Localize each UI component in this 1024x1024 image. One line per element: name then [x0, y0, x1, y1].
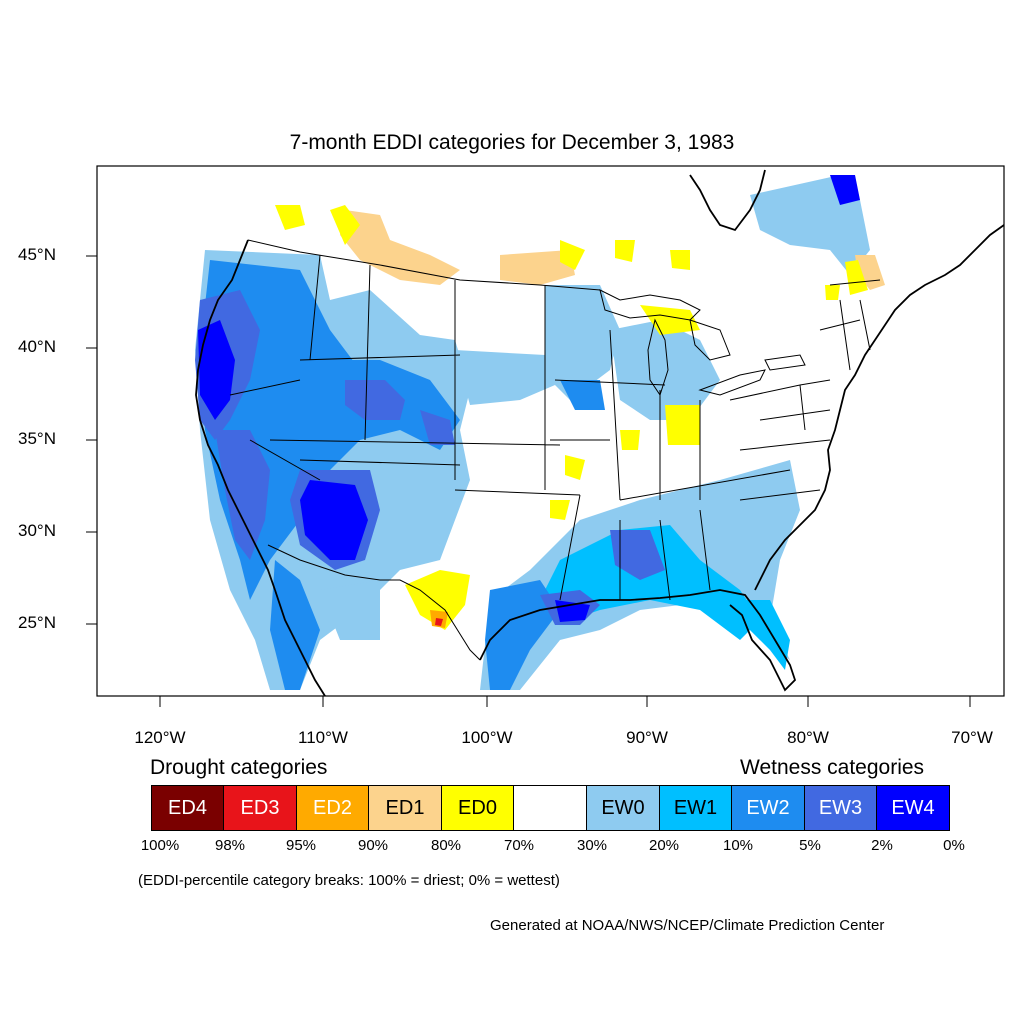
ed0-ontario2 — [615, 240, 635, 262]
legend-ed3: ED3 — [223, 785, 297, 831]
break-80: 80% — [430, 837, 462, 854]
great-lake-erie — [698, 369, 766, 396]
ed0-indiana — [665, 405, 700, 445]
category-fills — [195, 175, 885, 690]
legend-ew0: EW0 — [586, 785, 660, 831]
break-90: 90% — [357, 837, 389, 854]
ed0-bc — [275, 205, 305, 230]
lat-label-40: 40°N — [18, 337, 56, 356]
legend-ew1: EW1 — [659, 785, 732, 831]
ew1-baja — [270, 560, 320, 690]
lat-label-45: 45°N — [18, 245, 56, 264]
break-20: 20% — [648, 837, 680, 854]
lon-label-120: 120°W — [134, 728, 186, 747]
credit-line: Generated at NOAA/NWS/NCEP/Climate Predi… — [490, 917, 885, 934]
wetness-heading: Wetness categories — [740, 756, 925, 779]
great-lake-ontario — [764, 354, 806, 371]
break-5: 5% — [799, 837, 821, 854]
break-100: 100% — [140, 837, 180, 854]
pacific-coastline — [195, 239, 276, 591]
ew4-arizona — [300, 480, 368, 560]
percentile-note: (EDDI-percentile category breaks: 100% =… — [138, 872, 560, 889]
ew3-california — [215, 430, 270, 560]
ed1-alberta — [340, 210, 460, 285]
borders — [229, 239, 881, 661]
coastlines — [195, 169, 1004, 696]
ed0-oklahoma — [565, 455, 585, 480]
gulf-coastline — [479, 589, 797, 692]
break-98: 98% — [214, 837, 246, 854]
canada-us-border — [247, 239, 601, 291]
hudson-bay — [689, 169, 766, 232]
ed0-texas-central — [550, 500, 570, 520]
ew3-colorado — [345, 380, 405, 420]
break-10: 10% — [722, 837, 754, 854]
ed1-manitoba — [500, 250, 575, 285]
baja-coastline — [274, 589, 326, 696]
ew3-kansas — [420, 410, 455, 445]
break-95: 95% — [285, 837, 317, 854]
ew0-ohio-valley — [610, 320, 720, 420]
ew0-minnesota — [545, 285, 620, 400]
axis-ticks — [86, 255, 971, 707]
legend-normal — [513, 785, 587, 831]
break-30: 30% — [576, 837, 608, 854]
great-lake-huron — [689, 319, 731, 361]
state-lines-east — [729, 279, 881, 451]
ed1-maine — [855, 255, 885, 290]
lon-label-110: 110°W — [298, 728, 348, 747]
lon-label-100: 100°W — [461, 728, 513, 747]
ed3-chihuahua — [435, 618, 443, 626]
ew1-florida — [740, 600, 790, 670]
lat-label-35: 35°N — [18, 429, 56, 448]
ed0-maine — [845, 260, 868, 295]
ew3-mississippi — [610, 530, 665, 580]
ed0-manitoba — [560, 240, 585, 270]
ed0-appalachia — [620, 430, 640, 450]
ed0-ontario — [670, 250, 690, 270]
atlantic-coastline — [754, 224, 1004, 591]
map-frame — [96, 165, 1005, 697]
ed0-new-england — [825, 285, 840, 300]
great-lake-superior — [599, 289, 701, 321]
ed0-great-lakes — [640, 305, 700, 335]
legend-ed4: ED4 — [151, 785, 224, 831]
lon-label-80: 80°W — [787, 728, 829, 747]
lon-label-90: 90°W — [626, 728, 668, 747]
break-70: 70% — [503, 837, 535, 854]
legend-ed0: ED0 — [441, 785, 514, 831]
state-lines-west — [229, 254, 821, 601]
ew4-oregon-coast — [198, 320, 235, 420]
legend-ed2: ED2 — [296, 785, 369, 831]
legend-ed1: ED1 — [368, 785, 442, 831]
map-title: 7-month EDDI categories for December 3, … — [289, 131, 735, 154]
us-mexico-border — [267, 544, 481, 661]
ew1-texas-coast — [485, 580, 560, 690]
legend-ew2: EW2 — [731, 785, 805, 831]
lat-label-25: 25°N — [18, 613, 56, 632]
ew1-gulf — [540, 525, 760, 640]
legend-ew4: EW4 — [876, 785, 950, 831]
ew0-northcentral — [455, 350, 555, 405]
break-2: 2% — [871, 837, 893, 854]
legend-ew3: EW3 — [804, 785, 877, 831]
lat-label-30: 30°N — [18, 521, 56, 540]
ew1-midwest — [560, 380, 605, 410]
ew4-quebec — [830, 175, 860, 205]
ed0-alberta-edge — [330, 205, 360, 245]
ed0-chihuahua — [405, 570, 470, 630]
break-0: 0% — [943, 837, 965, 854]
ew0-texas-west — [320, 580, 380, 640]
lon-label-70: 70°W — [951, 728, 993, 747]
drought-heading: Drought categories — [150, 756, 328, 779]
